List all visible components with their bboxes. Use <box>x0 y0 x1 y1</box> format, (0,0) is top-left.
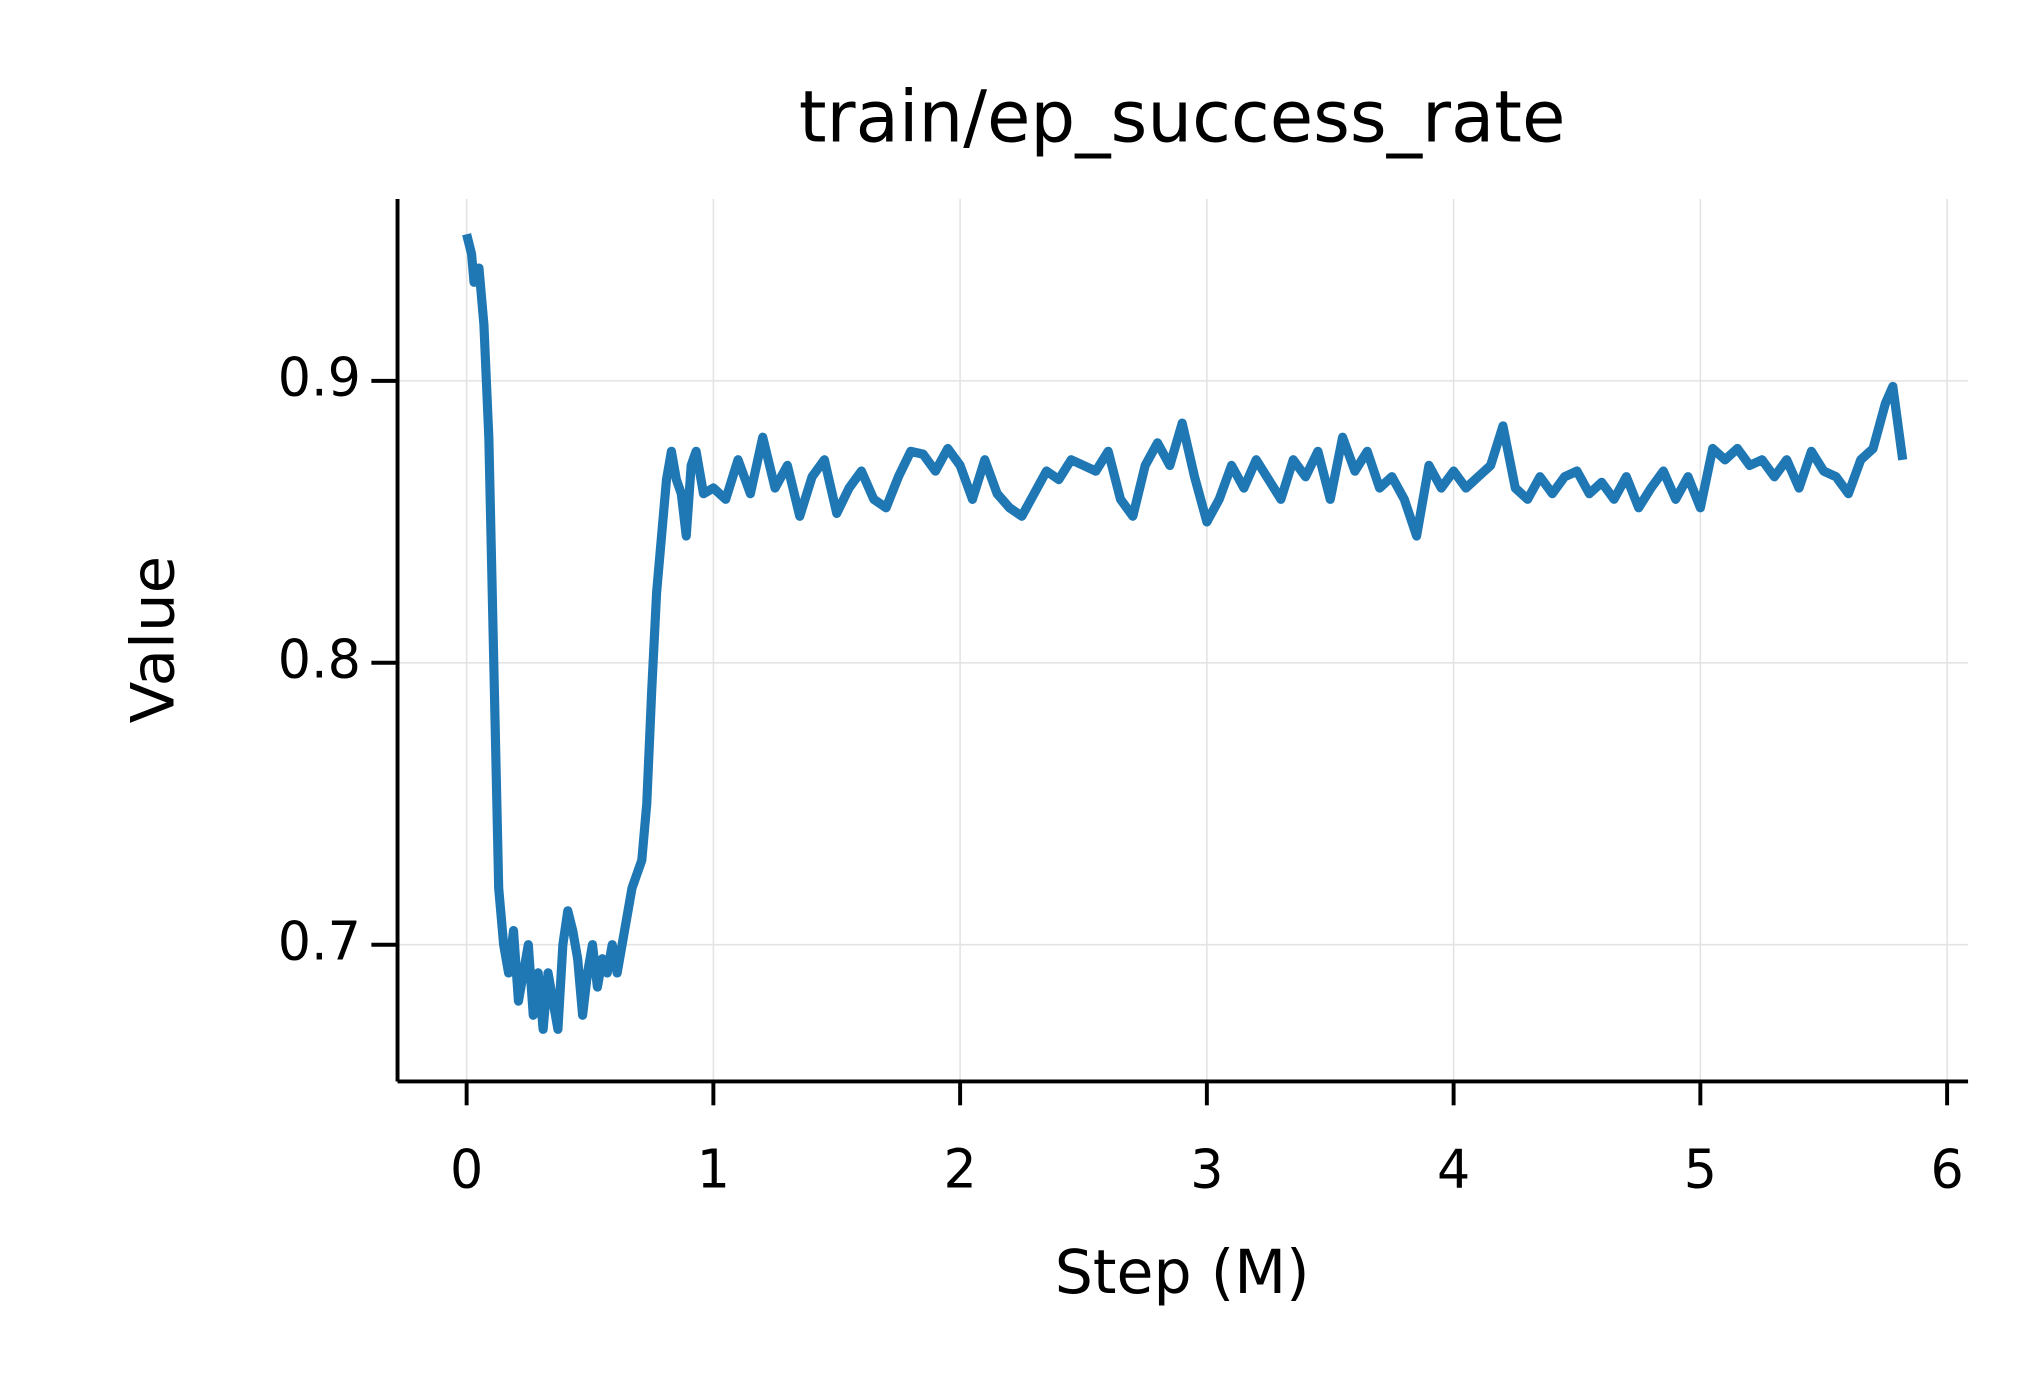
data-line <box>462 233 1908 1034</box>
x-tick-label: 0 <box>450 1139 483 1200</box>
y-axis-label: Value <box>119 556 189 724</box>
x-tick-label: 4 <box>1437 1139 1470 1200</box>
chart-title: train/ep_success_rate <box>799 75 1566 159</box>
x-tick-label: 6 <box>1930 1139 1963 1200</box>
x-tick-label: 3 <box>1190 1139 1223 1200</box>
y-tick-label: 0.9 <box>278 347 361 408</box>
x-axis-label: Step (M) <box>1055 1238 1310 1309</box>
y-tick-label: 0.8 <box>278 629 361 690</box>
x-tick-label: 2 <box>943 1139 976 1200</box>
x-tick-label: 1 <box>697 1139 730 1200</box>
x-tick-label: 5 <box>1684 1139 1717 1200</box>
y-tick-label: 0.7 <box>278 911 361 972</box>
